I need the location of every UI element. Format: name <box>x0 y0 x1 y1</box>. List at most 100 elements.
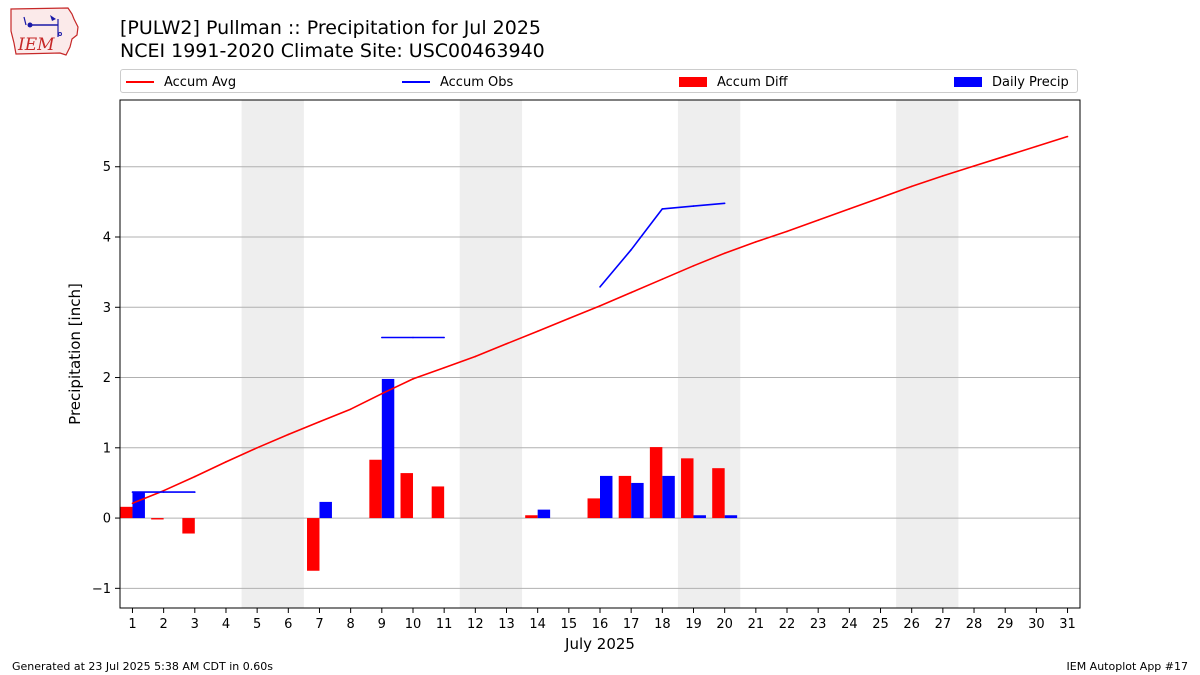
y-tick-label-2: 2 <box>103 371 111 386</box>
y-tick-label-3: 3 <box>103 301 111 316</box>
legend-label-accum-diff: Accum Diff <box>717 74 788 90</box>
y-tick-label-4: 4 <box>103 231 111 246</box>
x-tick-label-1: 1 <box>128 617 136 632</box>
x-tick-label-22: 22 <box>779 617 796 632</box>
accum-avg-point-day-12 <box>474 355 477 358</box>
x-tick-label-20: 20 <box>716 617 733 632</box>
legend-swatch-accum-diff <box>679 77 707 87</box>
accum-obs-point-day-1 <box>131 491 134 493</box>
x-tick-label-27: 27 <box>935 617 952 632</box>
weekend-shade-3 <box>677 100 741 608</box>
accum-obs-point-day-20 <box>723 202 726 205</box>
accum-diff-bar-day-18 <box>649 447 663 519</box>
accum-avg-point-day-10 <box>412 378 414 380</box>
accum-diff-bar-day-2 <box>151 518 164 520</box>
generated-timestamp: Generated at 23 Jul 2025 5:38 AM CDT in … <box>12 660 273 673</box>
legend-label-accum-avg: Accum Avg <box>164 74 237 90</box>
accum-avg-point-day-22 <box>786 230 788 233</box>
daily-precip-bar-day-1 <box>132 492 145 519</box>
x-tick-label-26: 26 <box>903 617 920 632</box>
accum-diff-bar-day-20 <box>712 468 725 519</box>
accum-diff-bar-day-9 <box>369 459 382 519</box>
accum-obs-point-day-10 <box>412 336 414 339</box>
x-tick-label-15: 15 <box>561 617 578 632</box>
accum-diff-bar-day-17 <box>618 475 632 519</box>
x-tick-label-29: 29 <box>997 617 1014 632</box>
accum-diff-bar-day-11 <box>431 486 445 519</box>
daily-precip-bar-day-16 <box>600 475 613 519</box>
precipitation-chart: 1 2 3 4 5 6 7 8 9 10 11 12 13 14 15 16 17 18 19 20 21 22 23 24 2… <box>66 99 1081 653</box>
x-tick-label-23: 23 <box>810 617 827 632</box>
iowa-outline-icon <box>10 7 79 56</box>
accum-obs-point-day-18 <box>661 208 664 210</box>
x-axis-label: July 2025 <box>564 635 635 653</box>
weekend-shade-4 <box>896 100 959 608</box>
accum-diff-bar-day-10 <box>400 473 413 519</box>
x-tick-label-17: 17 <box>623 617 640 632</box>
daily-precip-bar-day-18 <box>662 475 675 519</box>
accum-obs-point-day-9 <box>381 336 383 339</box>
x-tick-label-3: 3 <box>191 617 199 632</box>
accum-avg-point-day-28 <box>973 165 975 167</box>
y-tick-label--1: −1 <box>92 582 111 597</box>
daily-precip-bar-day-14 <box>537 509 551 519</box>
y-tick-label-0: 0 <box>103 512 111 527</box>
chart-legend: Accum Avg Accum Obs Accum Diff Daily Pre… <box>120 69 1078 93</box>
x-tick-label-6: 6 <box>284 617 292 632</box>
accum-avg-point-day-19 <box>692 265 695 267</box>
accum-obs-point-day-16 <box>599 286 601 288</box>
accum-avg-point-day-3 <box>194 475 196 478</box>
legend-swatch-accum-avg <box>126 81 154 83</box>
x-tick-label-10: 10 <box>405 617 422 632</box>
legend-label-daily-precip: Daily Precip <box>992 74 1069 90</box>
accum-diff-bar-day-1 <box>120 506 133 519</box>
accum-avg-point-day-1 <box>131 502 134 505</box>
x-tick-label-8: 8 <box>347 617 355 632</box>
accum-avg-point-day-7 <box>318 421 321 423</box>
series-layer <box>120 135 1069 571</box>
accum-diff-bar-day-3 <box>182 518 195 534</box>
accum-avg-point-day-9 <box>381 392 383 395</box>
x-tick-label-25: 25 <box>872 617 889 632</box>
accum-diff-bar-day-19 <box>681 458 694 519</box>
x-tick-label-19: 19 <box>685 617 702 632</box>
accum-avg-point-day-21 <box>755 241 757 243</box>
legend-item-accum-avg: Accum Avg <box>126 73 236 91</box>
y-axis-label: Precipitation [inch] <box>66 283 84 425</box>
x-tick-label-4: 4 <box>222 617 230 632</box>
y-tick-label-5: 5 <box>103 160 111 175</box>
accum-avg-point-day-23 <box>817 219 819 221</box>
iem-logo: IEM <box>10 7 79 56</box>
accum-avg-point-day-20 <box>723 252 726 254</box>
x-tick-label-12: 12 <box>467 617 484 632</box>
accum-obs-point-day-11 <box>443 336 445 339</box>
legend-swatch-accum-obs <box>402 81 430 83</box>
daily-precip-bar-day-17 <box>631 482 644 519</box>
x-tick-label-9: 9 <box>378 617 386 632</box>
accum-avg-point-day-17 <box>630 291 632 294</box>
daily-precip-bar-day-9 <box>381 378 395 519</box>
x-tick-label-21: 21 <box>748 617 765 632</box>
x-tick-label-2: 2 <box>159 617 167 632</box>
x-tick-label-31: 31 <box>1059 617 1076 632</box>
accum-avg-point-day-2 <box>162 489 165 492</box>
accum-avg-point-day-27 <box>942 175 944 177</box>
accum-avg-point-day-16 <box>599 305 601 307</box>
accum-avg-point-day-4 <box>225 461 227 463</box>
daily-precip-bar-day-7 <box>319 501 332 519</box>
accum-avg-point-day-15 <box>568 317 570 320</box>
legend-item-accum-obs: Accum Obs <box>402 73 513 91</box>
accum-avg-point-day-29 <box>1004 155 1006 158</box>
accum-avg-point-day-5 <box>256 447 258 449</box>
accum-diff-bar-day-14 <box>525 515 538 519</box>
accum-obs-point-day-2 <box>162 491 165 493</box>
app-credit: IEM Autoplot App #17 <box>1066 660 1189 673</box>
accum-avg-point-day-30 <box>1035 145 1038 148</box>
x-tick-label-14: 14 <box>529 617 546 632</box>
legend-label-accum-obs: Accum Obs <box>440 74 514 90</box>
chart-title: [PULW2] Pullman :: Precipitation for Jul… <box>120 17 542 39</box>
x-tick-label-16: 16 <box>592 617 609 632</box>
accum-avg-point-day-18 <box>661 278 664 280</box>
legend-item-accum-diff: Accum Diff <box>679 73 788 91</box>
accum-avg-point-day-24 <box>848 208 851 210</box>
